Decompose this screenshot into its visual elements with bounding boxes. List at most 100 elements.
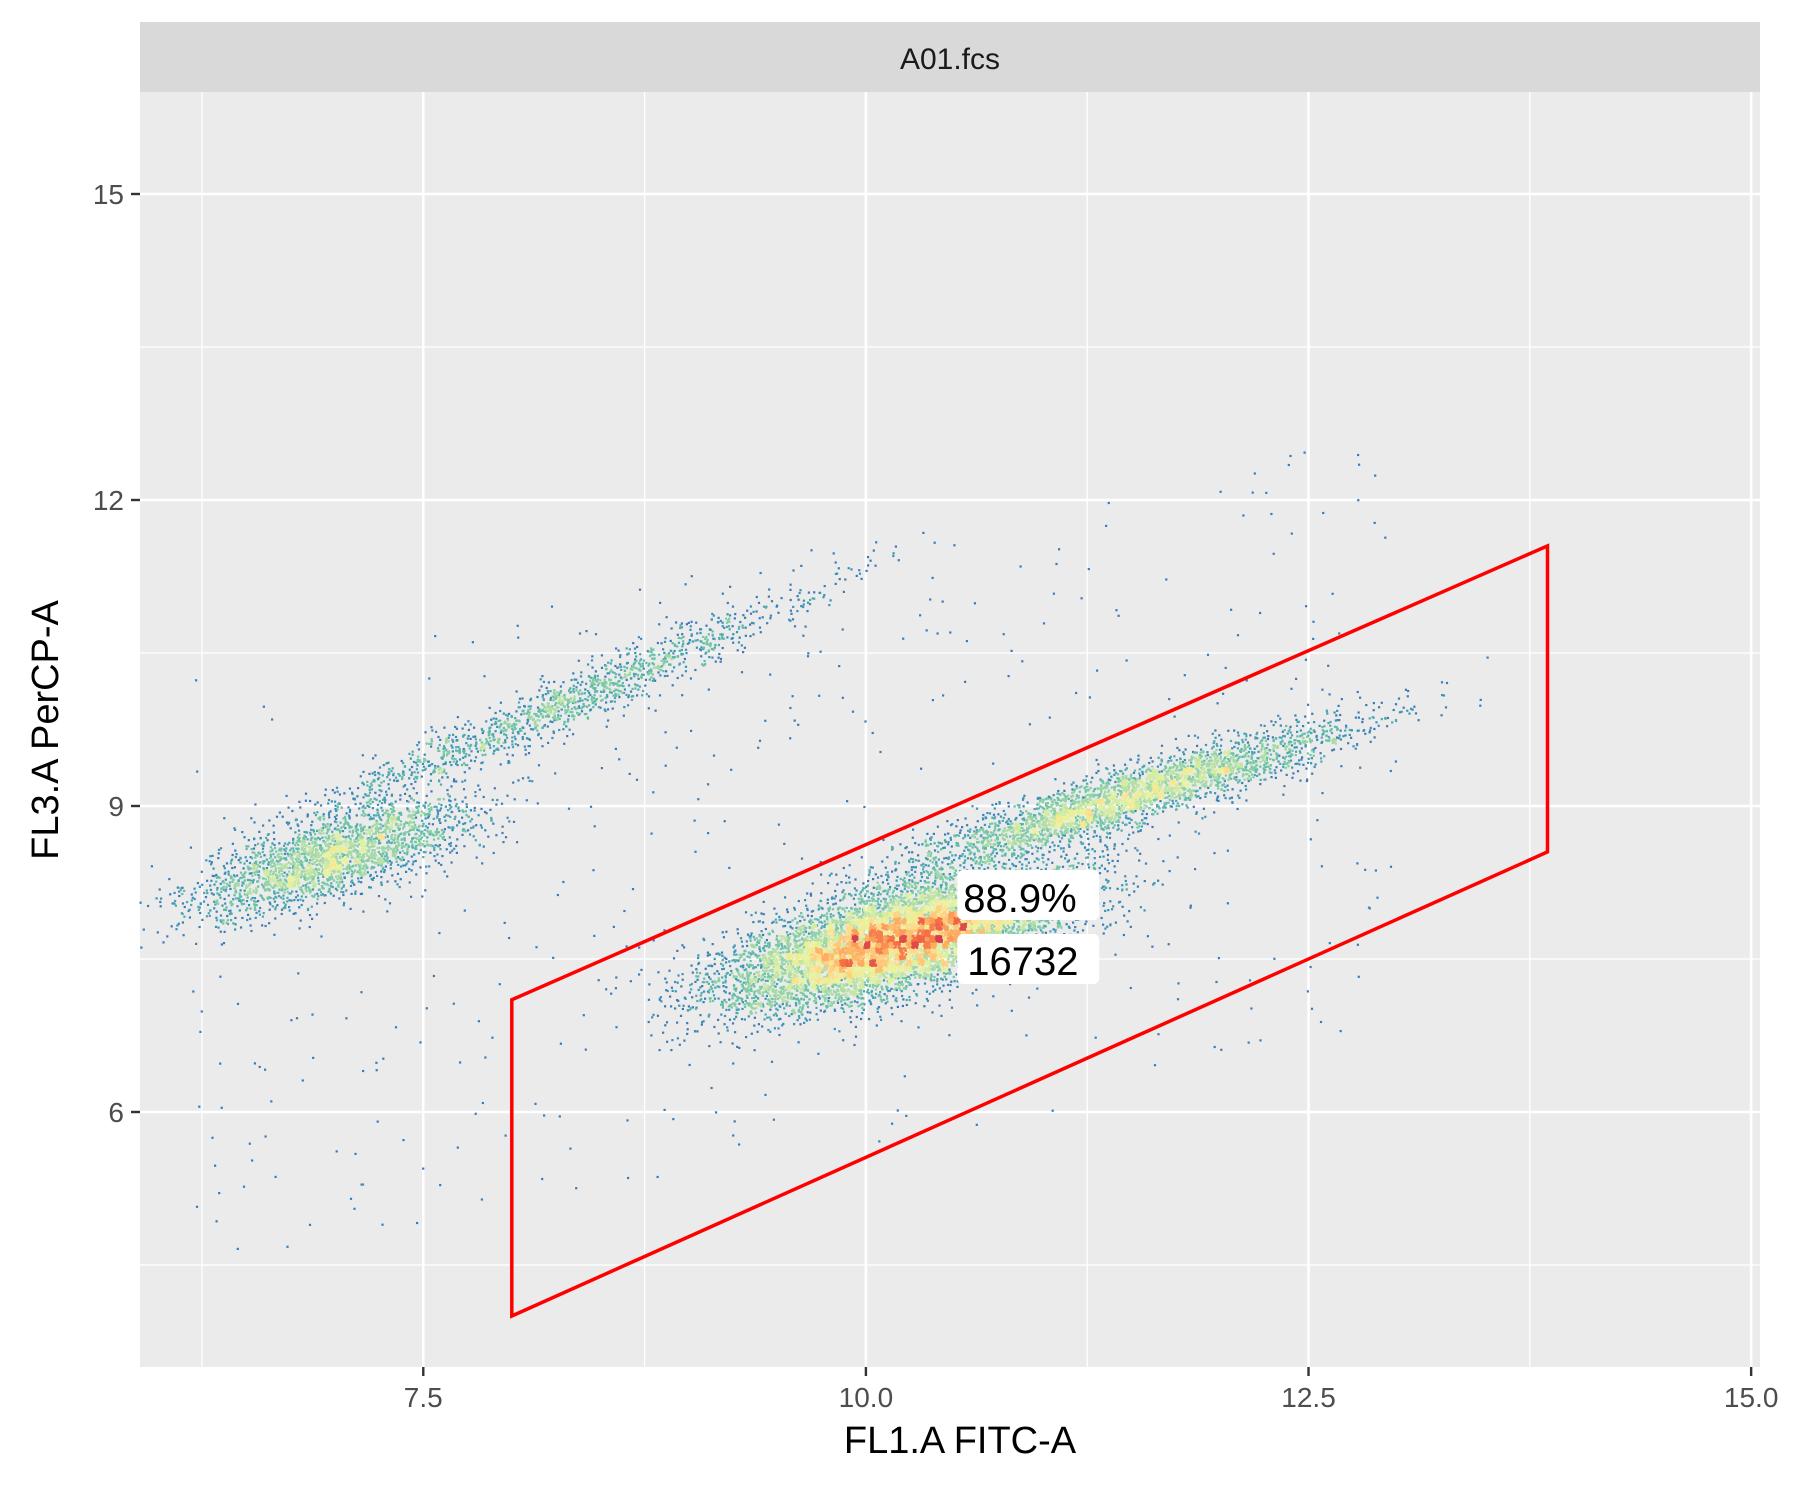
event-point [1244, 738, 1247, 741]
event-point [426, 760, 430, 763]
event-point [775, 934, 779, 938]
event-point [585, 682, 588, 685]
event-point [1312, 748, 1315, 751]
event-point [1175, 759, 1178, 762]
event-point [1215, 742, 1218, 746]
event-point [220, 943, 223, 946]
event-point [871, 897, 874, 900]
event-point [1233, 777, 1236, 780]
event-point [461, 829, 464, 832]
event-point [674, 980, 677, 984]
event-point [321, 893, 324, 896]
event-point [1106, 925, 1109, 928]
event-point [490, 723, 493, 726]
event-point [1400, 710, 1403, 713]
event-point [808, 926, 811, 929]
event-point [892, 552, 895, 555]
event-point [900, 980, 903, 983]
event-point [504, 1134, 507, 1137]
event-point [741, 945, 744, 948]
event-point [438, 818, 441, 821]
event-point [892, 554, 895, 558]
event-point [385, 852, 388, 855]
event-point [748, 982, 751, 985]
event-point [1140, 825, 1143, 828]
event-point [584, 1048, 587, 1051]
event-point [375, 1061, 378, 1064]
event-point [695, 994, 698, 997]
event-point [271, 842, 274, 845]
event-point [469, 744, 472, 748]
event-point [872, 549, 875, 552]
event-point [764, 606, 767, 609]
event-point [833, 1008, 836, 1011]
event-point [982, 836, 985, 839]
event-point [828, 874, 831, 877]
event-point [1081, 862, 1084, 866]
event-point [230, 919, 233, 922]
event-point [726, 636, 729, 639]
event-point [415, 873, 418, 876]
event-point [611, 671, 614, 674]
event-point [950, 876, 953, 879]
event-point [1328, 693, 1331, 696]
event-point [663, 640, 667, 643]
event-point [589, 805, 593, 808]
event-point [627, 684, 631, 687]
event-point [877, 897, 880, 900]
event-point [373, 779, 376, 782]
event-point [799, 589, 802, 592]
event-point [820, 892, 823, 895]
event-point [427, 783, 430, 786]
event-point [1212, 741, 1215, 744]
event-point [1087, 843, 1090, 846]
event-point [1244, 766, 1247, 769]
event-point [876, 907, 879, 910]
event-point [911, 858, 915, 861]
event-point [1132, 831, 1135, 834]
event-point [549, 698, 552, 701]
event-point [1224, 797, 1227, 800]
event-point [834, 895, 837, 898]
event-point [1294, 714, 1297, 717]
event-point [1068, 926, 1071, 929]
event-point [1025, 1034, 1028, 1037]
event-point [887, 990, 890, 993]
event-point [656, 1014, 659, 1017]
event-point [425, 794, 428, 797]
event-point [405, 862, 408, 865]
event-point [856, 1001, 859, 1004]
event-point [1206, 653, 1210, 656]
event-point [986, 812, 989, 815]
event-point [567, 714, 570, 717]
event-point [280, 912, 283, 916]
event-point [306, 813, 309, 816]
event-point [600, 654, 603, 657]
event-point [712, 614, 715, 617]
event-point [241, 884, 244, 887]
event-point [767, 972, 770, 975]
event-point [901, 994, 904, 998]
event-point [806, 1011, 809, 1014]
event-point [1486, 656, 1489, 659]
event-point [610, 992, 613, 995]
event-point [848, 881, 851, 884]
event-point [897, 559, 900, 562]
event-point [994, 867, 997, 870]
event-point [1337, 737, 1341, 740]
event-point [804, 1002, 808, 1005]
event-point [730, 1006, 733, 1009]
event-point [1350, 736, 1353, 739]
event-point [988, 825, 991, 828]
event-point [454, 805, 457, 808]
event-point [351, 791, 354, 794]
event-point [972, 866, 975, 869]
event-point [1163, 804, 1166, 807]
event-point [636, 645, 639, 649]
event-point [1372, 702, 1375, 705]
event-point [679, 1014, 683, 1017]
event-point [740, 671, 744, 674]
event-point [701, 1021, 704, 1024]
event-point [1239, 789, 1242, 792]
event-point [607, 719, 610, 722]
